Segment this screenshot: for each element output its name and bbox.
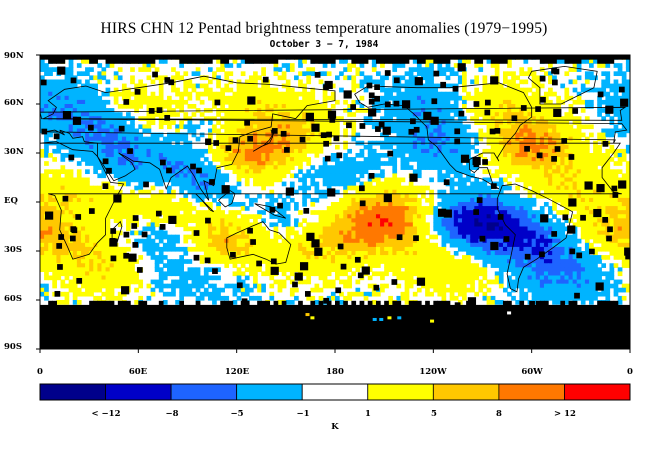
coastline-4 bbox=[226, 221, 292, 265]
lat-label-60n: 60N bbox=[4, 98, 24, 108]
colorbar-label-2: −8 bbox=[165, 409, 179, 419]
coastline-8 bbox=[218, 190, 236, 208]
lon-label-60e: 60E bbox=[128, 367, 148, 377]
lon-label-0-left: 0 bbox=[37, 367, 43, 377]
coastline-3 bbox=[496, 183, 574, 293]
colorbar-swatch-5 bbox=[301, 383, 369, 401]
colorbar-swatch-4 bbox=[236, 383, 303, 401]
colorbar-swatch-7 bbox=[432, 383, 500, 401]
colorbar-label-6: 5 bbox=[431, 409, 437, 419]
coastline-7 bbox=[111, 220, 123, 244]
coastlines bbox=[40, 65, 628, 293]
colorbar bbox=[39, 383, 631, 401]
colorbar-label-3: −5 bbox=[230, 409, 244, 419]
colorbar-swatch-2 bbox=[105, 383, 172, 401]
lat-label-eq: EQ bbox=[4, 196, 18, 206]
colorbar-swatch-9 bbox=[564, 383, 631, 401]
coastline-2 bbox=[354, 82, 533, 190]
lon-label-0-right: 0 bbox=[627, 367, 633, 377]
coastline-11 bbox=[40, 106, 627, 121]
colorbar-label-1: < −12 bbox=[91, 409, 121, 419]
lon-label-180: 180 bbox=[326, 367, 344, 377]
lat-label-60s: 60S bbox=[4, 294, 22, 304]
axis-ticks bbox=[36, 54, 631, 353]
lat-label-30n: 30N bbox=[4, 147, 24, 157]
coastline-1 bbox=[43, 75, 628, 201]
coastline-5 bbox=[527, 65, 598, 105]
coastline-9 bbox=[195, 193, 214, 213]
lon-label-120e: 120E bbox=[224, 367, 250, 377]
colorbar-unit: K bbox=[331, 422, 339, 432]
colorbar-label-7: 8 bbox=[496, 409, 502, 419]
colorbar-label-5: 1 bbox=[365, 409, 371, 419]
colorbar-swatch-8 bbox=[498, 383, 565, 401]
lat-label-90s: 90S bbox=[4, 342, 22, 352]
colorbar-swatch-1 bbox=[39, 383, 106, 401]
colorbar-label-8: > 12 bbox=[554, 409, 576, 419]
map-field bbox=[40, 55, 630, 349]
lat-label-30s: 30S bbox=[4, 245, 22, 255]
lon-label-120w: 120W bbox=[419, 367, 447, 377]
coastline-10 bbox=[254, 203, 287, 219]
coastline-6 bbox=[252, 129, 277, 152]
colorbar-label-4: −1 bbox=[296, 409, 310, 419]
lat-label-90n: 90N bbox=[4, 51, 24, 61]
colorbar-swatch-3 bbox=[170, 383, 238, 401]
lon-label-60w: 60W bbox=[521, 367, 543, 377]
colorbar-swatch-6 bbox=[367, 383, 434, 401]
map-title: HIRS CHN 12 Pentad brightness temperatur… bbox=[100, 20, 548, 37]
map-subtitle: October 3 − 7, 1984 bbox=[269, 39, 379, 50]
